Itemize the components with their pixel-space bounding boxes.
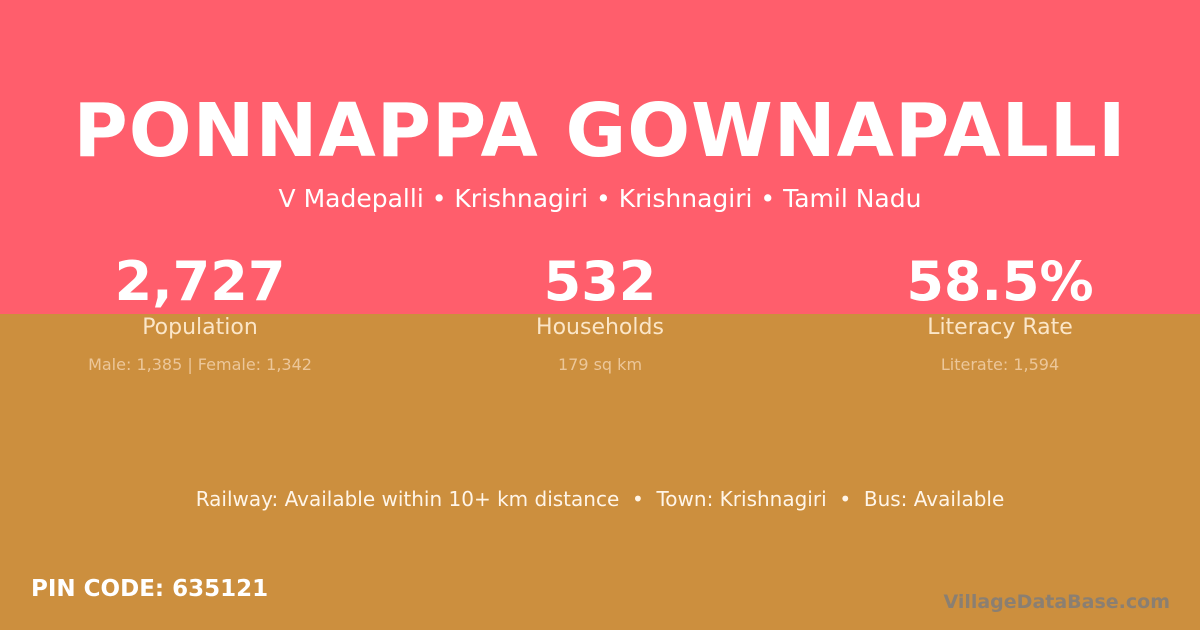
header-band <box>0 0 1200 314</box>
stat-label: Literacy Rate <box>927 315 1073 340</box>
stat-detail: Literate: 1,594 <box>940 355 1060 374</box>
connectivity-info: Railway: Available within 10+ km distanc… <box>195 487 1005 511</box>
location-breadcrumb: V Madepalli • Krishnagiri • Krishnagiri … <box>278 184 922 213</box>
stat-detail: Male: 1,385 | Female: 1,342 <box>88 355 312 374</box>
village-name: PONNAPPA GOWNAPALLI <box>73 88 1127 174</box>
pin-code: PIN CODE: 635121 <box>31 576 269 602</box>
stat-detail: 179 sq km <box>557 355 643 374</box>
stat-value: 532 <box>543 250 657 313</box>
stat-label: Households <box>536 315 664 340</box>
stat-value: 58.5% <box>906 250 1094 313</box>
brand-logo: VillageDataBase.com <box>943 591 1170 613</box>
stat-value: 2,727 <box>114 250 286 313</box>
stat-label: Population <box>142 315 258 340</box>
